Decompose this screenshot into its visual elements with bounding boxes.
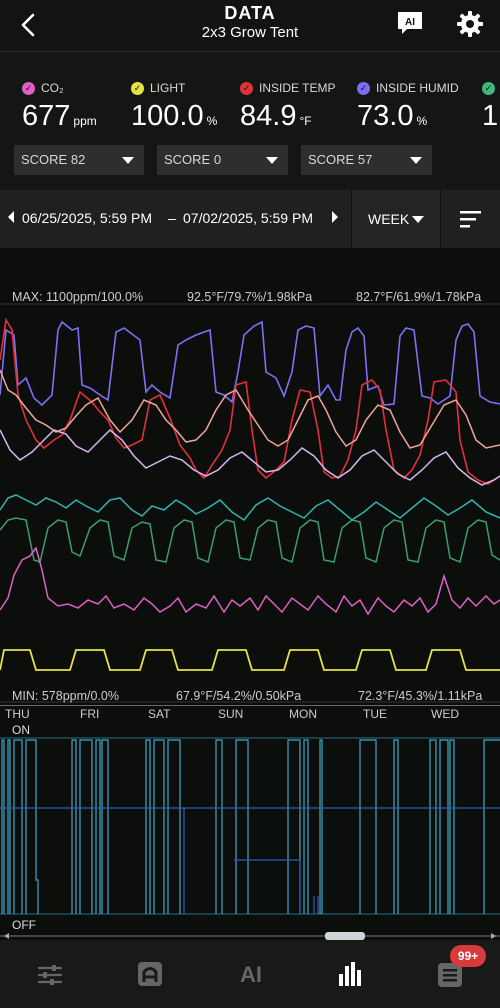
check-icon: ✓ <box>22 81 35 95</box>
chevron-down-icon <box>412 216 424 223</box>
metric-value: 100.0 <box>131 100 204 132</box>
on-label: ON <box>12 723 30 737</box>
metric-unit: % <box>416 114 428 128</box>
sort-lines-icon <box>460 211 481 228</box>
ai-nav-label: AI <box>240 962 262 987</box>
score-label: SCORE 0 <box>164 152 222 167</box>
scroll-thumb <box>325 932 365 940</box>
metric-partial[interactable]: ✓ 1. <box>482 80 500 133</box>
chevron-down-icon <box>266 157 278 164</box>
day-axis <box>0 705 500 722</box>
check-icon: ✓ <box>240 81 253 95</box>
date-range-end[interactable]: 07/02/2025, 5:59 PM <box>183 210 313 226</box>
sensor-line-chart[interactable] <box>0 248 500 706</box>
dewpoint-series-line <box>0 428 500 486</box>
ai-chat-label: AI <box>405 17 415 28</box>
humidity-series-line <box>0 320 500 407</box>
outside-temp-series-line <box>0 494 500 522</box>
day-label: SUN <box>218 707 244 721</box>
chart-min-mid: 67.9°F/54.2%/0.50kPa <box>176 689 302 703</box>
day-label: WED <box>431 707 459 721</box>
metric-unit: % <box>206 114 218 128</box>
day-label: MON <box>289 707 317 721</box>
metrics-panel: ✓ CO₂ 677 ppm ✓ LIGHT 100.0% ✓ INSIDE TEMP 8… <box>0 52 500 190</box>
state-line-cyan <box>1 739 500 914</box>
day-label: FRI <box>80 707 100 721</box>
metric-value: 1. <box>482 100 500 132</box>
page-title: DATA <box>224 3 276 23</box>
notification-badge: 99+ <box>450 945 486 967</box>
sort-button[interactable] <box>441 190 500 248</box>
off-label: OFF <box>12 918 36 932</box>
logs-list-icon[interactable] <box>437 962 463 988</box>
metric-unit: °F <box>299 114 312 128</box>
chart-max-left: MAX: 1100ppm/100.0% <box>12 290 144 304</box>
controls-sliders-icon[interactable] <box>36 962 64 988</box>
day-label: TUE <box>363 707 387 721</box>
chevron-down-icon <box>122 157 134 164</box>
metric-inside-temp[interactable]: ✓ INSIDE TEMP 84.9 °F <box>240 80 335 133</box>
device-icon[interactable] <box>136 960 164 988</box>
metric-label: INSIDE HUMID <box>376 81 459 95</box>
timeline-scrollbar[interactable] <box>0 932 500 940</box>
day-label: THU <box>5 707 30 721</box>
bottom-nav <box>0 940 500 1008</box>
scroll-right-icon <box>491 933 496 939</box>
metric-value: 73.0 <box>357 100 414 132</box>
scroll-left-icon <box>4 933 9 939</box>
state-line-blue <box>0 807 500 914</box>
score-dropdown-1[interactable]: SCORE 82 <box>14 145 144 175</box>
metric-unit: ppm <box>73 114 97 128</box>
chart-min-left: MIN: 578ppm/0.0% <box>12 689 119 703</box>
score-label: SCORE 57 <box>308 152 373 167</box>
chevron-down-icon <box>410 157 422 164</box>
vpd-series-line <box>0 369 500 449</box>
ai-chat-button[interactable]: AI <box>396 10 424 36</box>
device-state-chart[interactable] <box>0 721 500 932</box>
chart-max-mid: 92.5°F/79.7%/1.98kPa <box>187 290 313 304</box>
ai-chat-icon: AI <box>398 12 422 34</box>
temperature-series-line <box>0 317 500 485</box>
metric-value: 677 <box>22 100 71 132</box>
check-icon: ✓ <box>357 81 370 95</box>
ai-nav-icon[interactable]: AI <box>233 960 269 988</box>
score-dropdown-3[interactable]: SCORE 57 <box>301 145 432 175</box>
check-icon: ✓ <box>482 81 495 95</box>
date-range-separator: – <box>168 210 176 226</box>
next-range-icon[interactable] <box>332 211 338 223</box>
metric-co2[interactable]: ✓ CO₂ 677 ppm <box>22 80 97 133</box>
check-icon: ✓ <box>131 81 144 95</box>
data-chart-icon[interactable] <box>337 960 363 988</box>
metric-label: LIGHT <box>150 81 186 95</box>
back-arrow-icon[interactable] <box>14 10 44 40</box>
outside-humid-series-line <box>0 517 500 564</box>
header-divider <box>0 51 500 52</box>
chart-max-right: 82.7°F/61.9%/1.78kPa <box>356 290 482 304</box>
metric-label: INSIDE TEMP <box>259 81 336 95</box>
previous-range-icon[interactable] <box>8 211 14 223</box>
metric-light[interactable]: ✓ LIGHT 100.0% <box>131 80 217 133</box>
settings-gear-icon[interactable] <box>455 9 485 39</box>
day-label: SAT <box>148 707 171 721</box>
score-dropdown-2[interactable]: SCORE 0 <box>157 145 288 175</box>
date-range-start[interactable]: 06/25/2025, 5:59 PM <box>22 210 152 226</box>
metric-value: 84.9 <box>240 100 297 132</box>
co2-series-line <box>0 546 500 616</box>
period-dropdown[interactable]: WEEK <box>351 190 441 248</box>
light-series-line <box>0 649 500 671</box>
metric-inside-humid[interactable]: ✓ INSIDE HUMID 73.0% <box>357 80 459 133</box>
device-name: 2x3 Grow Tent <box>201 24 299 41</box>
metric-label: CO₂ <box>41 81 64 95</box>
period-label: WEEK <box>368 211 410 227</box>
score-label: SCORE 82 <box>21 152 86 167</box>
chart-min-right: 72.3°F/45.3%/1.11kPa <box>358 689 483 703</box>
